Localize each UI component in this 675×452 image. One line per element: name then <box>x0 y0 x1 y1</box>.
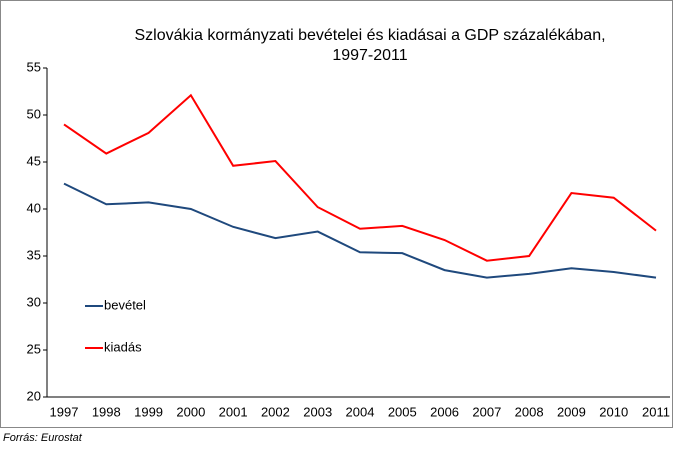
chart-border <box>0 0 673 428</box>
x-tick-label: 2000 <box>176 404 205 419</box>
x-tick-label: 2011 <box>642 404 670 419</box>
x-tick-label: 2001 <box>219 404 248 419</box>
x-tick-label: 2006 <box>430 404 459 419</box>
x-tick-label: 2003 <box>303 404 332 419</box>
x-tick-label: 1998 <box>92 404 121 419</box>
chart-title: 1997-2011 <box>332 47 407 64</box>
y-tick-label: 25 <box>27 341 41 356</box>
y-tick-label: 50 <box>27 106 41 121</box>
x-tick-label: 2010 <box>599 404 628 419</box>
x-tick-label: 2002 <box>261 404 290 419</box>
legend-label: bevétel <box>104 297 146 312</box>
x-tick-label: 2005 <box>388 404 417 419</box>
chart-title: Szlovákia kormányzati bevételei és kiadá… <box>134 27 605 44</box>
legend-label: kiadás <box>104 339 142 354</box>
y-tick-label: 45 <box>27 153 41 168</box>
y-tick-label: 40 <box>27 200 41 215</box>
x-tick-label: 1999 <box>134 404 163 419</box>
y-tick-label: 35 <box>27 247 41 262</box>
x-tick-label: 1997 <box>50 404 79 419</box>
y-tick-label: 30 <box>27 294 41 309</box>
line-series <box>63 182 657 279</box>
x-tick-label: 2008 <box>515 404 544 419</box>
y-tick-label: 55 <box>27 59 41 74</box>
x-tick-label: 2007 <box>472 404 501 419</box>
source: Forrás: Eurostat <box>3 432 83 444</box>
x-tick-label: 2009 <box>557 404 586 419</box>
line-series <box>63 93 657 262</box>
y-tick-label: 20 <box>27 388 41 403</box>
x-tick-label: 2004 <box>346 404 375 419</box>
